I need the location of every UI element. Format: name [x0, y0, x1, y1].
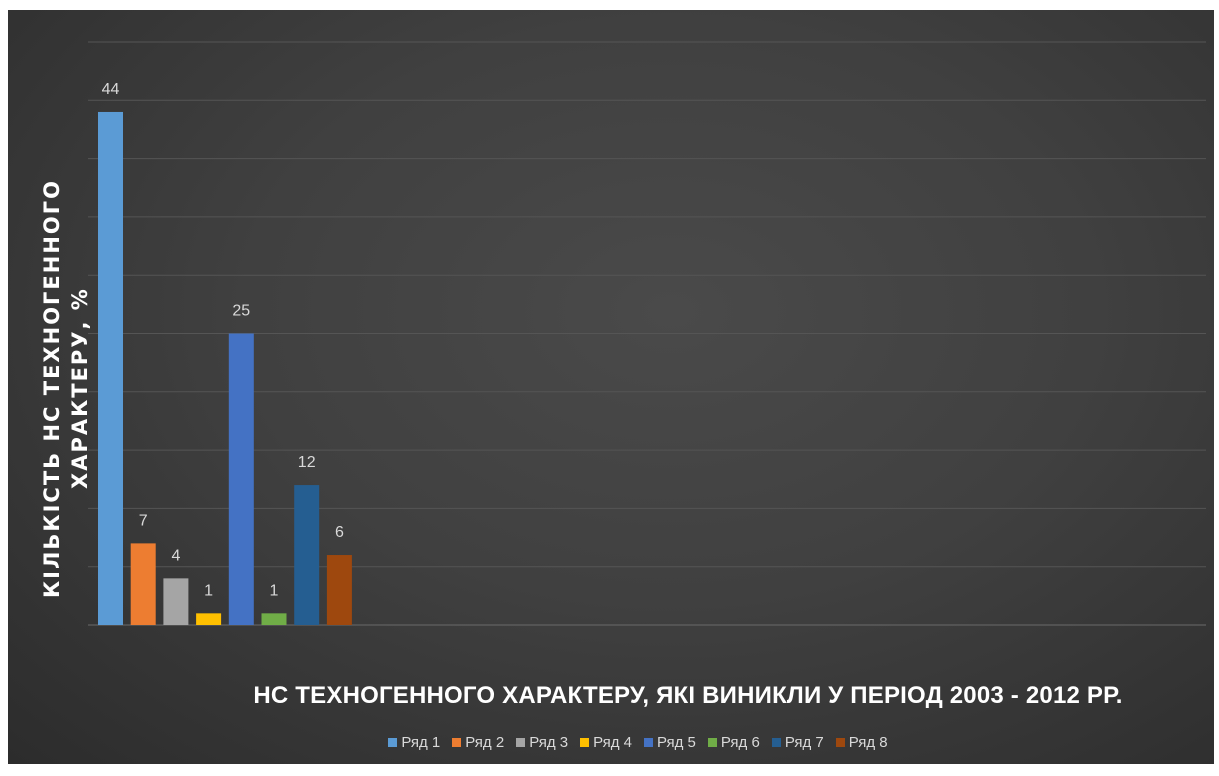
legend-label-6: Ряд 6 [720, 734, 760, 751]
legend-swatch-2 [452, 738, 462, 747]
legend-item-7: Ряд 7 [771, 734, 824, 751]
legend-item-6: Ряд 6 [707, 734, 760, 751]
data-label-series-7: 12 [298, 454, 316, 471]
legend-label-2: Ряд 2 [465, 734, 505, 751]
legend-label-1: Ряд 1 [401, 734, 441, 751]
data-label-series-2: 7 [139, 512, 148, 529]
data-label-series-8: 6 [335, 524, 344, 541]
data-label-series-3: 4 [171, 547, 180, 564]
y-axis-label: КІЛЬКІСТЬ НС ТЕХНОГЕННОГО ХАРАКТЕРУ, % [40, 178, 92, 598]
legend-label-5: Ряд 5 [657, 734, 696, 751]
chart-title: НС ТЕХНОГЕННОГО ХАРАКТЕРУ, ЯКІ ВИНИКЛИ У… [253, 682, 1123, 709]
legend-swatch-3 [516, 738, 526, 747]
legend-label-8: Ряд 8 [848, 734, 888, 751]
legend-item-4: Ряд 4 [580, 734, 632, 751]
legend: Ряд 1 Ряд 2 Ряд 3 Ряд 4 Ряд 5 Ряд 6 Ряд 7 Ряд 8 [258, 734, 1018, 751]
y-axis-label-container: КІЛЬКІСТЬ НС ТЕХНОГЕННОГО ХАРАКТЕРУ, % [28, 110, 104, 666]
bar-series-6 [261, 613, 287, 625]
legend-item-5: Ряд 5 [644, 734, 696, 751]
bar-series-4 [196, 613, 222, 625]
legend-label-3: Ряд 3 [529, 734, 569, 751]
legend-swatch-4 [580, 738, 590, 747]
chart-area: 44 7 4 1 25 1 12 6 КІЛЬКІСТЬ НС ТЕХНОГЕННОГО ХА… [8, 10, 1214, 764]
legend-item-1: Ряд 1 [388, 734, 440, 751]
legend-item-2: Ряд 2 [452, 734, 504, 751]
bar-series-8 [326, 555, 352, 625]
data-label-series-5: 25 [232, 303, 250, 320]
legend-swatch-6 [707, 738, 717, 747]
data-label-series-1: 44 [102, 81, 120, 98]
legend-swatch-8 [835, 738, 845, 747]
legend-item-8: Ряд 8 [835, 734, 888, 751]
data-label-series-4: 1 [204, 582, 213, 599]
bar-series-5 [228, 333, 254, 625]
bar-series-2 [130, 543, 156, 625]
legend-item-3: Ряд 3 [516, 734, 568, 751]
legend-swatch-1 [388, 738, 398, 747]
legend-label-4: Ряд 4 [593, 734, 632, 751]
legend-swatch-5 [644, 738, 653, 747]
bar-series-1 [98, 111, 123, 625]
legend-swatch-7 [771, 738, 781, 747]
chart-plot: 44 7 4 1 25 1 12 6 [88, 41, 1206, 626]
bar-series-7 [294, 485, 320, 625]
data-label-series-6: 1 [270, 582, 279, 599]
legend-label-7: Ряд 7 [784, 734, 824, 751]
bar-series-3 [163, 578, 189, 625]
